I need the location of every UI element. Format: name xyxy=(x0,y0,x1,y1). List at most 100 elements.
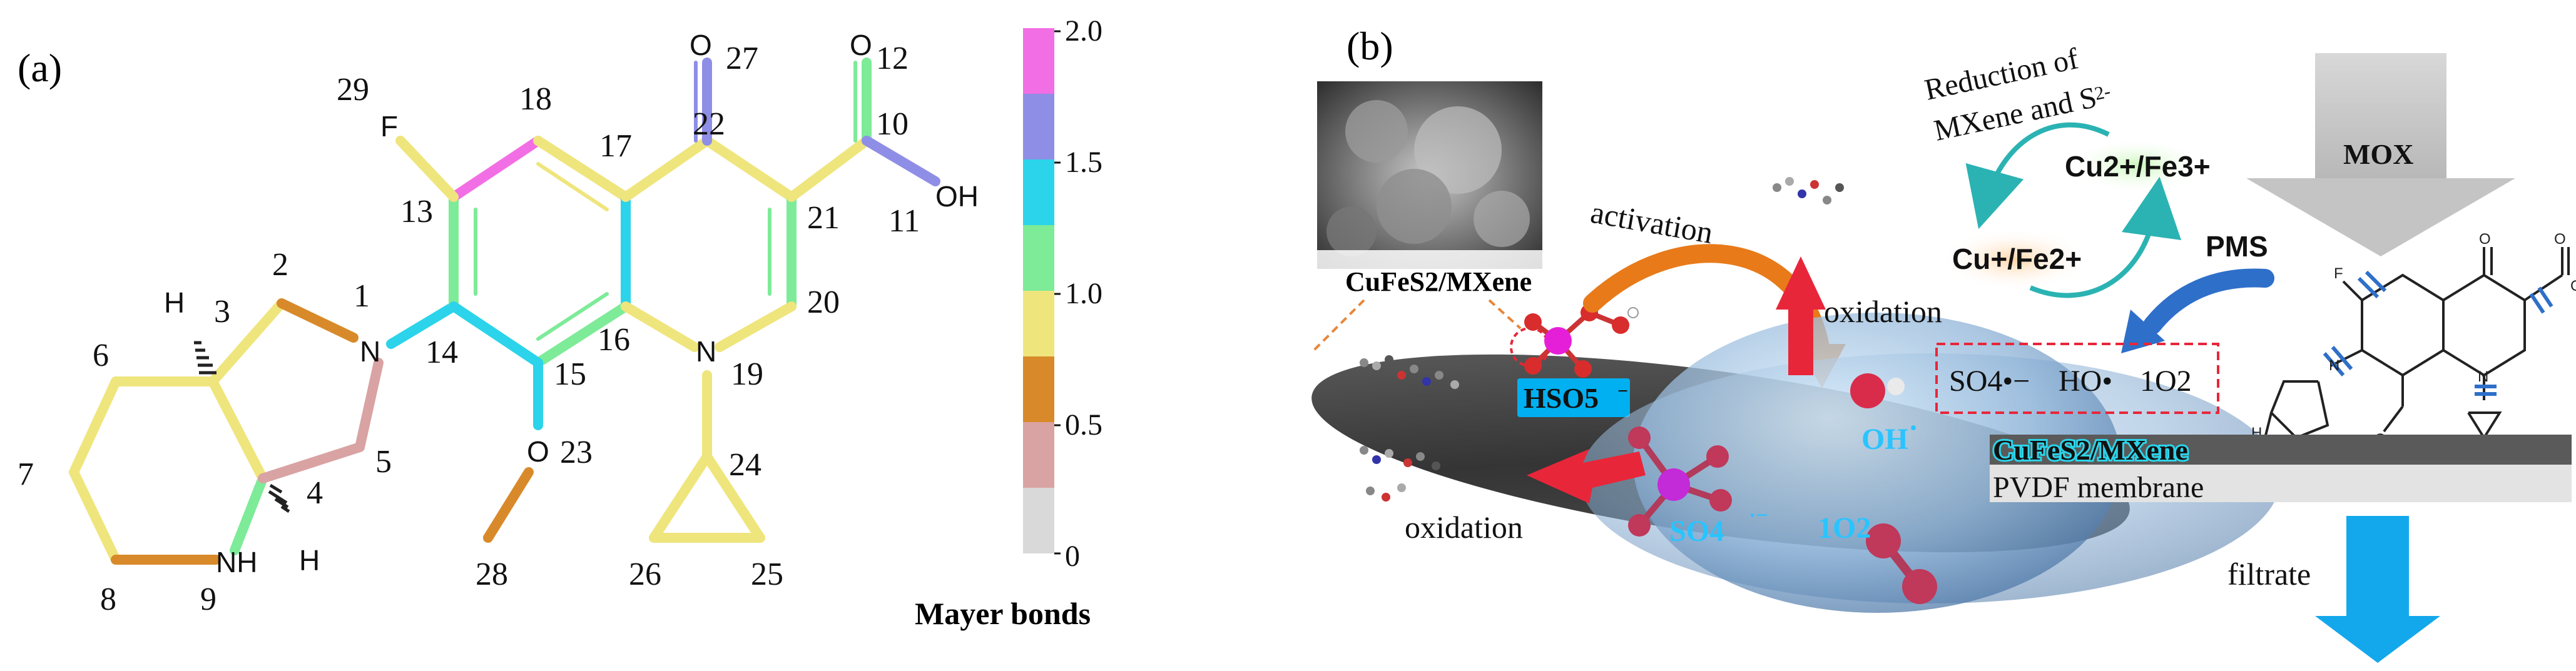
atom-number: 27 xyxy=(726,41,758,76)
bond-9-4 xyxy=(230,473,268,555)
pvdf-label: PVDF membrane xyxy=(1993,471,2204,504)
bond-16-15-inner xyxy=(536,292,609,341)
bond-19-16 xyxy=(621,301,700,352)
atom-number: 25 xyxy=(751,557,783,592)
pms-label: PMS xyxy=(2206,230,2268,263)
panel-b-label: (b) xyxy=(1347,24,1393,68)
atom-number: 1 xyxy=(354,278,370,314)
atom-number: 8 xyxy=(100,582,116,617)
catalyst-layer xyxy=(1990,435,2572,465)
svg-text:F: F xyxy=(2334,265,2343,282)
hso5-superscript: − xyxy=(1617,381,1628,401)
atom-O12: O xyxy=(850,29,872,61)
radical-so4: SO4•− xyxy=(1949,365,2030,398)
oxidation-top-label: oxidation xyxy=(1824,294,1942,329)
atom-number: 16 xyxy=(598,322,630,358)
oxidation-left-arrow xyxy=(1527,449,1646,503)
panel-b: (b) CuFeS2/MXene xyxy=(1311,24,2576,663)
atom-N1: N xyxy=(360,335,380,368)
atom-number: 15 xyxy=(554,356,586,392)
atom-NH: NH xyxy=(216,546,257,578)
cu1-fe2-label: Cu+/Fe2+ xyxy=(1952,243,2082,275)
bond-15-14 xyxy=(449,301,543,368)
atom-number: 2 xyxy=(272,247,288,283)
atom-number: 10 xyxy=(876,106,909,142)
atom-number: 12 xyxy=(876,41,909,76)
atom-number: 9 xyxy=(200,582,216,617)
svg-text:N: N xyxy=(2329,357,2339,374)
cu2-fe3-label: Cu2+/Fe3+ xyxy=(2065,150,2211,183)
mox-arrow xyxy=(2246,53,2515,256)
legend-tick: 0 xyxy=(1065,540,1080,573)
pms-arrowhead xyxy=(2121,310,2165,353)
svg-text:OH: OH xyxy=(2570,278,2576,295)
atom-number: 23 xyxy=(560,435,593,470)
membrane-catalyst-label: CuFeS2/MXene xyxy=(1993,434,2188,466)
oh-label: OH xyxy=(1861,423,1908,456)
atom-number: 17 xyxy=(599,128,632,164)
atom-numbers: 1 2 3 4 5 6 7 8 9 10 11 12 13 14 15 16 1… xyxy=(18,41,920,617)
oh-radical xyxy=(1850,373,1905,408)
cu1-glow xyxy=(1940,228,2090,291)
bond-10-11 xyxy=(862,136,940,186)
bond-18-17 xyxy=(533,136,631,202)
svg-text:O: O xyxy=(2554,231,2566,248)
bond-16-15 xyxy=(533,301,631,368)
panel-a: (a) xyxy=(18,14,1102,631)
svg-text:O: O xyxy=(2479,231,2491,248)
sem-image xyxy=(1317,81,1542,300)
reduction-superscript: 2- xyxy=(2093,81,2112,104)
mox-cleavage-marks xyxy=(2323,270,2553,396)
bond-18-17-inner xyxy=(536,162,609,211)
so4-radical xyxy=(1628,426,1732,537)
pms-arrow xyxy=(2143,268,2274,335)
bond-1-5 xyxy=(355,358,384,452)
atom-number: 7 xyxy=(18,457,34,492)
oxidation-up-arrow xyxy=(1776,256,1826,375)
legend-tick: 1.5 xyxy=(1065,146,1102,179)
bond-23-28 xyxy=(483,467,534,543)
atom-number: 29 xyxy=(337,72,369,108)
activation-label: activation xyxy=(1588,194,1716,250)
legend-tick: 1.0 xyxy=(1065,277,1102,310)
legend-tick: 2.0 xyxy=(1065,14,1102,48)
cycle-arrow-top xyxy=(1965,122,2110,230)
atom-O27: O xyxy=(690,29,712,61)
bond-13-18 xyxy=(449,136,543,202)
panel-a-label: (a) xyxy=(18,46,62,90)
mox-label: MOX xyxy=(2343,138,2413,170)
atom-number: 4 xyxy=(307,475,323,511)
hso5-label: HSO5 xyxy=(1524,382,1599,414)
atom-number: 14 xyxy=(425,335,458,370)
bond-17-22 xyxy=(621,136,712,202)
atom-H4: H xyxy=(299,544,320,577)
atom-OH: OH xyxy=(935,180,979,213)
oxidation-bottom-label: oxidation xyxy=(1405,510,1523,545)
atom-number: 5 xyxy=(375,444,392,480)
bond-5-4 xyxy=(258,442,365,483)
bond-24-26 xyxy=(649,452,712,543)
bond-7-8 xyxy=(69,467,121,565)
stereo-wedges xyxy=(194,341,290,513)
bond-13-29 xyxy=(395,136,459,202)
atom-number: 22 xyxy=(693,106,725,142)
filtrate-label: filtrate xyxy=(2227,557,2311,592)
oh-dot: · xyxy=(1908,411,1918,445)
radical-ho: HO• xyxy=(2059,365,2112,398)
atom-number: 28 xyxy=(476,557,508,592)
bond-22-21 xyxy=(702,136,797,202)
reaction-bubble xyxy=(1633,313,2121,613)
leader-line xyxy=(1488,299,1522,330)
atom-O23: O xyxy=(527,435,549,468)
atom-N19: N xyxy=(696,335,716,368)
adsorbed-molecules xyxy=(1360,177,1844,502)
radical-o2: 1O2 xyxy=(2140,365,2192,398)
atom-number: 24 xyxy=(729,447,761,483)
atom-number: 19 xyxy=(731,356,763,392)
molecule-bonds xyxy=(69,58,940,565)
pvdf-layer xyxy=(1990,465,2572,502)
bond-3-2 xyxy=(208,298,287,386)
legend-title: Mayer bonds xyxy=(915,596,1091,631)
atom-number: 6 xyxy=(93,338,109,373)
